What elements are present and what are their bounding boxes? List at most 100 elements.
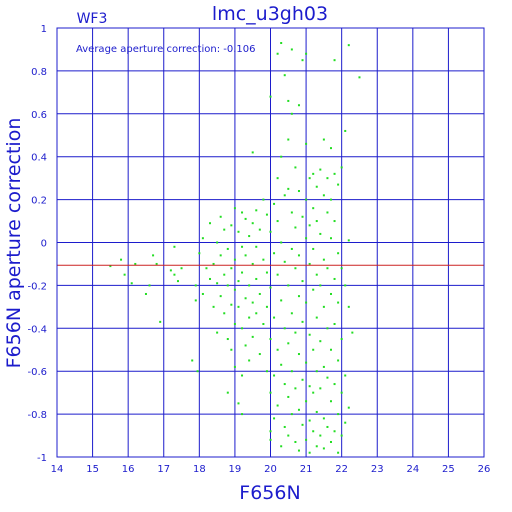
data-point [301,59,304,62]
data-point [312,391,315,394]
data-point [315,316,318,319]
data-point [120,258,123,261]
x-tick-label: 21 [300,464,313,475]
data-point [241,374,244,377]
data-point [322,365,325,368]
data-point [340,166,343,169]
data-point [326,425,329,428]
data-point [326,177,329,180]
data-point [273,374,276,377]
chart-title: lmc_u3gh03 [212,3,328,25]
data-point [305,198,308,201]
data-point [251,335,254,338]
data-point [201,292,204,295]
data-point [329,400,332,403]
data-point [258,292,261,295]
data-point [297,449,300,452]
data-point [308,177,311,180]
data-point [305,237,308,240]
data-point [322,258,325,261]
data-point [287,395,290,398]
data-point [333,323,336,326]
data-point [251,222,254,225]
data-point [258,353,261,356]
data-point [297,190,300,193]
data-point [269,438,272,441]
y-tick-label: 0.6 [31,110,47,121]
data-point [287,342,290,345]
data-point [269,95,272,98]
data-point [308,419,311,422]
data-point [305,142,308,145]
data-point [248,359,251,362]
data-point [244,254,247,257]
data-point [123,273,126,276]
data-point [223,228,226,231]
data-point [237,280,240,283]
y-tick-label: 0.2 [31,196,47,207]
data-point [315,445,318,448]
data-point [315,273,318,276]
data-point [144,292,147,295]
data-point [201,237,204,240]
x-tick-label: 23 [371,464,384,475]
data-point [283,194,286,197]
data-point [312,247,315,250]
data-point [209,222,212,225]
y-tick-labels: -1 -0.8 -0.6 -0.4 -0.2 0 0.2 0.4 0.6 0.8 1 [27,24,47,464]
data-point [312,172,315,175]
data-point [248,284,251,287]
data-point [333,220,336,223]
data-point [294,440,297,443]
data-point [241,245,244,248]
data-point [326,267,329,270]
data-point [237,305,240,308]
data-point [280,155,283,158]
data-point [269,286,272,289]
data-point [241,271,244,274]
data-point [319,232,322,235]
data-point [326,327,329,330]
data-point [262,198,265,201]
data-point [205,267,208,270]
data-point [230,303,233,306]
data-point [273,252,276,255]
data-point [180,267,183,270]
data-point [219,295,222,298]
data-point [322,417,325,420]
y-tick-label: 0.4 [31,153,47,164]
data-point [333,430,336,433]
data-point [262,323,265,326]
data-point [319,284,322,287]
data-point [226,338,229,341]
x-tick-label: 26 [478,464,491,475]
data-point [301,280,304,283]
y-tick-label: 0.8 [31,67,47,78]
data-point [276,348,279,351]
data-point [230,224,233,227]
data-point [216,282,219,285]
data-point [233,207,236,210]
data-point [209,277,212,280]
data-point [315,185,318,188]
data-point [294,226,297,229]
data-point [347,44,350,47]
data-point [287,138,290,141]
data-point [290,247,293,250]
data-point [283,425,286,428]
data-point [312,348,315,351]
data-point [315,410,318,413]
data-point [319,168,322,171]
data-point [216,331,219,334]
data-point [308,385,311,388]
data-point [319,387,322,390]
data-point [191,359,194,362]
data-point [329,198,332,201]
data-point [273,202,276,205]
data-point [130,282,133,285]
data-point [312,430,315,433]
data-point [290,413,293,416]
data-point [297,408,300,411]
data-point [226,284,229,287]
